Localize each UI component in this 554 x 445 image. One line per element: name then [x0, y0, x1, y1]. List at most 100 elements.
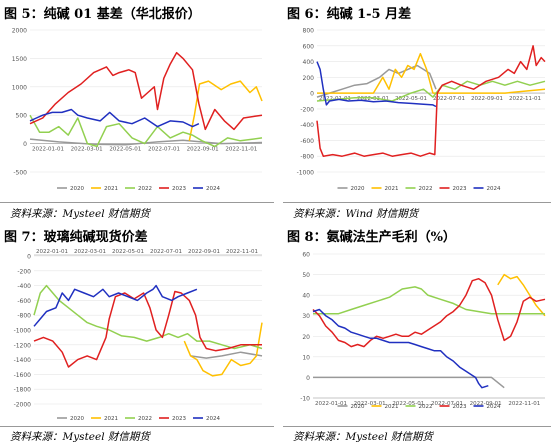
y-tick-label: -400: [300, 122, 314, 129]
y-tick-label: -400: [17, 283, 31, 290]
y-tick-label: -1800: [14, 387, 32, 394]
x-tick-label: 2022-11-01: [226, 249, 258, 255]
series-line-2020: [313, 376, 505, 389]
y-tick-label: -1000: [297, 170, 315, 177]
series-line-2021: [497, 273, 546, 317]
x-tick-label: 2022-07-01: [431, 401, 463, 407]
y-tick-label: -1600: [14, 372, 32, 379]
legend-label: 2021: [104, 186, 118, 192]
legend-label: 2020: [351, 404, 365, 410]
chart-source: 资料来源：Mysteel 财信期货: [10, 431, 150, 443]
chart-panel-spread: 图 6：纯碱 1-5 月差 -1000 -800 -600 -400 -200 0 200 4…: [283, 0, 554, 222]
x-tick-label: 2022-09-01: [470, 401, 502, 407]
x-tick-label: 2022-11-01: [225, 147, 257, 153]
x-tick-label: 2022-03-01: [71, 147, 103, 153]
x-tick-label: 2022-05-01: [395, 96, 427, 102]
legend-label: 2021: [104, 416, 118, 422]
chart-title: 图 8：氨碱法生产毛利（%）: [287, 230, 456, 245]
y-tick-label: -500: [13, 170, 27, 177]
chart-title: 图 6：纯碱 1-5 月差: [287, 7, 412, 22]
chart-panel-basis: 图 5：纯碱 01 基差（华北报价） -500 0 500 1000 1500 2000 2…: [0, 0, 276, 222]
y-tick-label: -1200: [14, 342, 32, 349]
series-line-2022: [33, 284, 263, 350]
y-tick-label: -600: [300, 138, 314, 145]
legend-label: 2023: [453, 186, 467, 192]
y-tick-label: 20: [302, 334, 310, 341]
chart-source: 资料来源：Mysteel 财信期货: [10, 208, 150, 220]
legend-label: 2022: [138, 416, 152, 422]
x-tick-label: 2022-05-01: [112, 249, 144, 255]
y-tick-label: 40: [302, 293, 310, 300]
series-line-2024: [29, 108, 200, 128]
x-tick-label: 2022-05-01: [109, 147, 141, 153]
x-tick-label: 2022-07-01: [150, 249, 182, 255]
series-line-2024: [33, 284, 198, 327]
x-tick-label: 2022-09-01: [471, 96, 503, 102]
y-tick-label: 0: [306, 375, 310, 382]
series-line-2022: [29, 114, 263, 148]
series-line-2023: [316, 45, 546, 157]
chart-title: 图 5：纯碱 01 基差（华北报价）: [4, 7, 201, 22]
y-tick-label: 1000: [12, 84, 27, 91]
y-tick-label: -1400: [14, 357, 32, 364]
x-tick-label: 2022-03-01: [74, 249, 106, 255]
chart-panel-margin: 图 8：氨碱法生产毛利（%） -10 0 10 20 30 40 50 60 2022-01-0…: [283, 224, 554, 445]
x-tick-label: 2022-01-01: [315, 401, 347, 407]
legend-label: 2020: [351, 186, 365, 192]
y-tick-label: 600: [303, 43, 315, 50]
x-tick-label: 2022-09-01: [187, 147, 219, 153]
y-tick-label: -10: [300, 396, 310, 403]
x-tick-label: 2022-11-01: [508, 401, 540, 407]
series-line-2020: [29, 138, 263, 146]
y-tick-label: -800: [300, 154, 314, 161]
series-line-2021: [183, 322, 263, 377]
x-tick-label: 2022-03-01: [354, 401, 386, 407]
y-tick-label: 0: [310, 91, 314, 98]
x-tick-label: 2022-11-01: [509, 96, 541, 102]
legend-label: 2021: [385, 404, 399, 410]
series-line-2024: [312, 308, 489, 389]
y-tick-label: 200: [303, 75, 315, 82]
y-tick-label: 800: [303, 28, 315, 35]
divider: [283, 202, 551, 203]
legend-label: 2020: [70, 416, 84, 422]
legend-label: 2023: [172, 186, 186, 192]
legend-label: 2024: [206, 186, 220, 192]
y-tick-label: 0: [27, 254, 31, 261]
x-tick-label: 2022-09-01: [188, 249, 220, 255]
y-tick-label: -1000: [14, 328, 32, 335]
chart-plot: -10 0 10 20 30 40 50 60 2022-01-01 2022-03-01 2022…: [300, 252, 546, 410]
divider: [0, 426, 274, 427]
chart-plot: -2000-1800-1600-1400-1200-1000-800-600-4…: [14, 249, 263, 422]
legend-label: 2022: [138, 186, 152, 192]
legend-label: 2021: [385, 186, 399, 192]
x-tick-label: 2022-01-01: [32, 147, 64, 153]
legend-label: 2020: [70, 186, 84, 192]
y-tick-label: 10: [302, 354, 310, 361]
y-tick-label: 1500: [12, 56, 27, 63]
x-tick-label: 2022-07-01: [433, 96, 465, 102]
series-line-2021: [188, 80, 263, 141]
y-tick-label: -200: [17, 268, 31, 275]
legend-label: 2024: [487, 186, 501, 192]
legend-label: 2023: [172, 416, 186, 422]
series-line-2023: [312, 277, 546, 348]
y-tick-label: 0: [23, 141, 27, 148]
chart-title: 图 7：玻璃纯碱现货价差: [4, 230, 148, 245]
y-tick-label: -800: [17, 313, 31, 320]
divider: [0, 202, 274, 203]
y-tick-label: 60: [302, 252, 310, 259]
legend-label: 2022: [419, 404, 433, 410]
series-line-2021: [317, 52, 546, 94]
y-tick-label: 2000: [12, 28, 27, 35]
chart-source: 资料来源：Wind 财信期货: [293, 208, 419, 220]
divider: [283, 426, 551, 427]
chart-panel-glass-soda: 图 7：玻璃纯碱现货价差 -200 0 -1800 -1600 -1400 -1200 -1…: [0, 224, 276, 445]
series-line-2023: [29, 51, 263, 131]
y-tick-label: 400: [303, 59, 315, 66]
legend-label: 2024: [487, 404, 501, 410]
chart-source: 资料来源：Mysteel 财信期货: [293, 431, 433, 443]
series-line-2023: [33, 290, 262, 368]
chart-plot: -500 0 500 1000 1500 2000 2022-01-01 2022-03-01…: [12, 28, 263, 192]
x-tick-label: 2022-03-01: [357, 96, 389, 102]
